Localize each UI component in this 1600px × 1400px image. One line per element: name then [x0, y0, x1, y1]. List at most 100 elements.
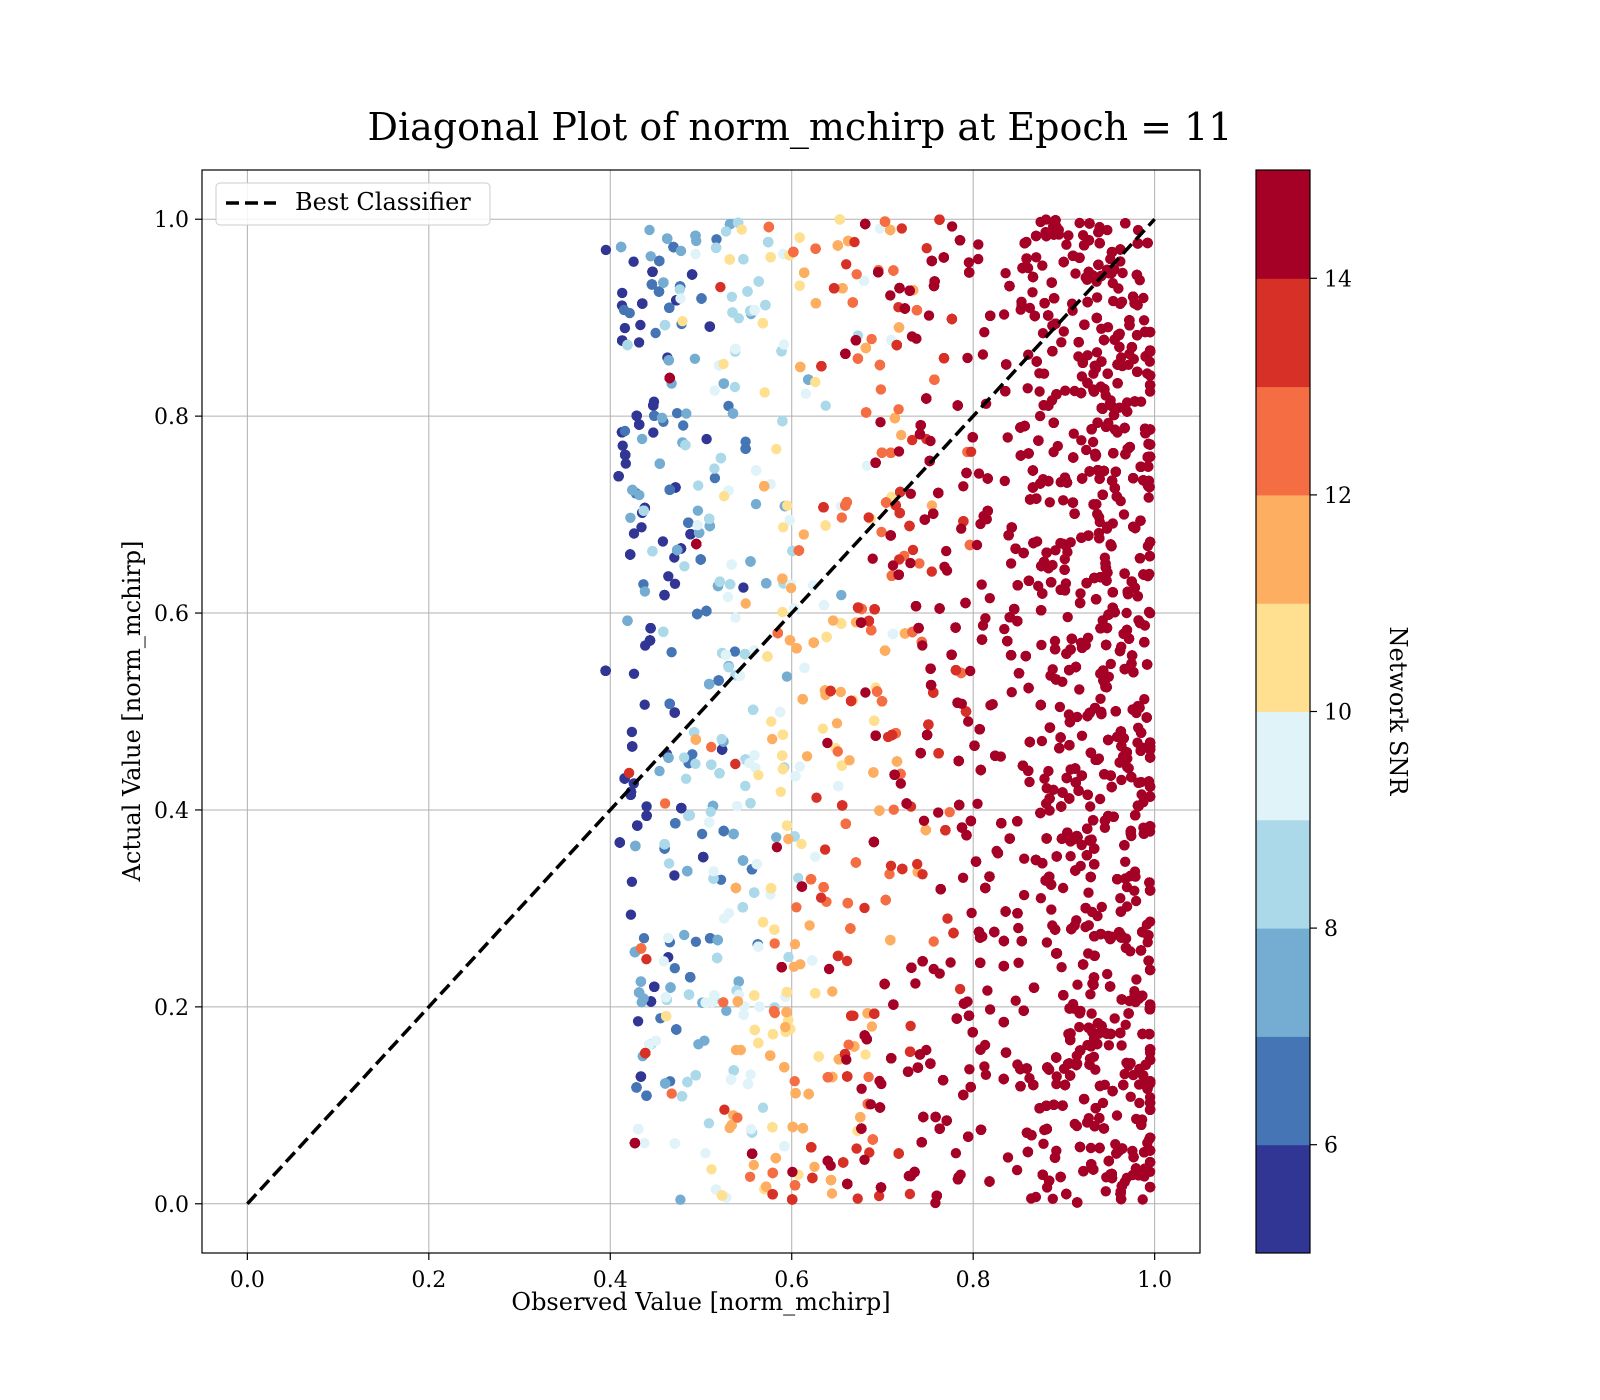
- scatter-point: [807, 1172, 818, 1184]
- scatter-point: [996, 818, 1007, 829]
- scatter-point: [973, 253, 984, 265]
- scatter-point: [761, 1181, 772, 1192]
- scatter-point: [850, 335, 862, 346]
- scatter-point: [790, 771, 801, 782]
- scatter-point: [822, 737, 833, 749]
- scatter-point: [1123, 763, 1134, 774]
- scatter-point: [718, 913, 730, 924]
- scatter-point: [934, 214, 945, 225]
- scatter-point: [1034, 386, 1045, 397]
- scatter-point: [745, 556, 756, 567]
- scatter-point: [729, 381, 741, 393]
- scatter-point: [724, 579, 736, 590]
- scatter-point: [888, 804, 899, 815]
- scatter-point: [803, 1088, 814, 1100]
- scatter-point: [1051, 1078, 1062, 1090]
- scatter-point: [689, 353, 701, 364]
- scatter-point: [628, 668, 640, 679]
- scatter-point: [884, 868, 895, 880]
- scatter-point: [1044, 497, 1056, 508]
- scatter-point: [921, 393, 932, 404]
- scatter-point: [619, 425, 631, 437]
- scatter-point: [804, 920, 815, 931]
- scatter-point: [818, 882, 829, 893]
- scatter-point: [664, 372, 675, 384]
- scatter-point: [732, 1112, 743, 1123]
- scatter-point: [860, 407, 872, 418]
- scatter-point: [894, 282, 905, 294]
- scatter-point: [682, 1076, 693, 1088]
- scatter-point: [1094, 793, 1106, 805]
- scatter-point: [874, 359, 886, 371]
- scatter-point: [622, 615, 633, 626]
- scatter-point: [663, 932, 674, 944]
- scatter-point: [788, 961, 800, 972]
- scatter-point: [648, 400, 659, 411]
- scatter-point: [818, 600, 830, 611]
- scatter-point: [669, 1138, 680, 1149]
- scatter-point: [819, 844, 831, 855]
- scatter-point: [833, 781, 844, 792]
- scatter-point: [960, 597, 971, 609]
- scatter-point: [822, 1072, 834, 1083]
- scatter-point: [692, 505, 704, 516]
- scatter-point: [1075, 588, 1086, 599]
- scatter-point: [906, 331, 918, 342]
- scatter-point: [719, 1104, 730, 1115]
- scatter-point: [750, 465, 762, 476]
- scatter-point: [739, 648, 751, 660]
- scatter-point: [1115, 893, 1126, 904]
- scatter-point: [644, 224, 655, 236]
- scatter-point: [650, 1035, 662, 1047]
- scatter-point: [1116, 1040, 1127, 1051]
- scatter-point: [771, 842, 783, 853]
- scatter-point: [840, 348, 851, 359]
- scatter-point: [979, 327, 990, 338]
- scatter-point: [762, 651, 773, 662]
- scatter-point: [1097, 1097, 1109, 1109]
- scatter-point: [636, 433, 648, 445]
- scatter-point: [749, 1024, 760, 1036]
- scatter-point: [879, 645, 891, 656]
- scatter-point: [875, 417, 886, 428]
- scatter-point: [658, 626, 669, 637]
- scatter-point: [757, 1102, 769, 1113]
- scatter-point: [644, 635, 656, 646]
- scatter-point: [965, 665, 976, 677]
- scatter-point: [753, 941, 764, 952]
- scatter-point: [836, 760, 848, 771]
- scatter-point: [899, 303, 911, 314]
- scatter-point: [664, 302, 675, 313]
- scatter-point: [751, 858, 762, 870]
- scatter-point: [745, 1124, 757, 1135]
- scatter-point: [753, 1037, 764, 1049]
- scatter-point: [775, 786, 786, 797]
- scatter-point: [1138, 292, 1149, 304]
- scatter-point: [1057, 882, 1069, 894]
- scatter-point: [782, 500, 793, 511]
- scatter-point: [810, 988, 821, 999]
- scatter-point: [633, 987, 645, 998]
- scatter-point: [716, 1190, 728, 1201]
- scatter-point: [827, 986, 838, 997]
- scatter-point: [979, 1061, 990, 1072]
- scatter-point: [810, 376, 821, 388]
- scatter-point: [950, 1148, 962, 1159]
- scatter-point: [728, 828, 739, 840]
- scatter-point: [1130, 895, 1142, 907]
- scatter-point: [1035, 216, 1046, 228]
- scatter-point: [1091, 292, 1103, 303]
- scatter-point: [1100, 1186, 1112, 1197]
- scatter-point: [893, 446, 905, 457]
- scatter-point: [863, 1071, 874, 1083]
- scatter-point: [866, 333, 877, 345]
- scatter-point: [675, 245, 687, 257]
- scatter-point: [817, 723, 829, 734]
- scatter-point: [1081, 444, 1092, 456]
- scatter-point: [845, 695, 857, 707]
- scatter-point: [705, 806, 716, 817]
- scatter-point: [866, 625, 877, 636]
- scatter-point: [720, 649, 732, 661]
- scatter-point: [940, 825, 951, 836]
